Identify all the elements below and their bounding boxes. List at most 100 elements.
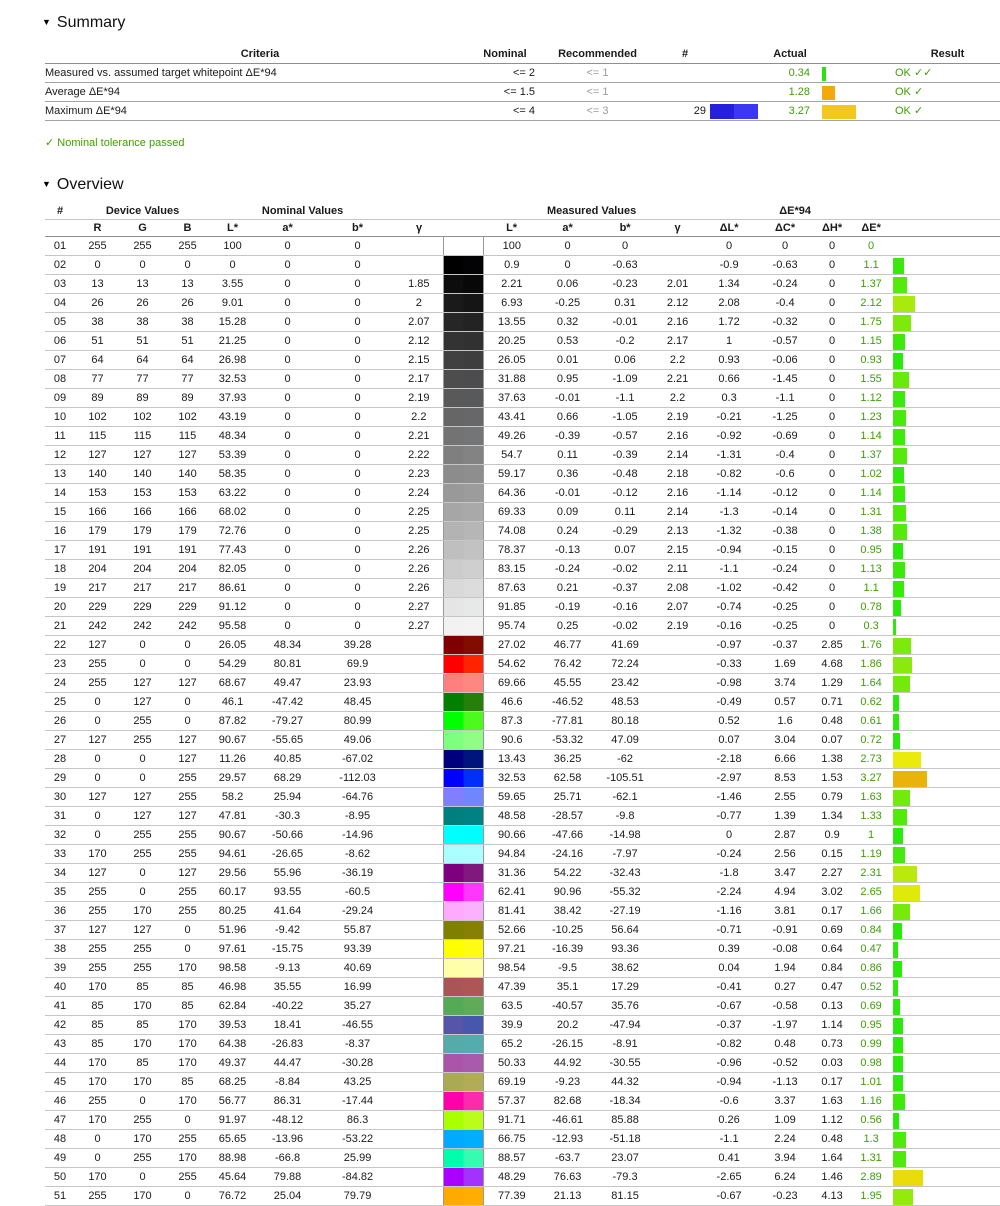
measured-b: -8.91	[595, 1034, 656, 1054]
nominal-L: 0	[210, 255, 256, 275]
delta-H: 0	[812, 540, 853, 560]
summary-section-toggle[interactable]: ▼ Summary	[42, 14, 1000, 32]
nominal-L: 60.17	[210, 882, 256, 902]
patch-color-swatch	[444, 1168, 483, 1186]
measured-gamma	[655, 635, 701, 655]
delta-e-bar	[822, 105, 856, 119]
measured-gamma	[655, 787, 701, 807]
delta-C: 1.94	[758, 958, 813, 978]
patch-row: 49 0 255 170 88.98 -66.8 25.99 88.57 -63…	[45, 1148, 1000, 1168]
nominal-b: 39.28	[320, 635, 396, 655]
overview-group-nominal-values: Nominal Values	[210, 204, 396, 220]
delta-C: 2.87	[758, 825, 813, 845]
nominal-L: 64.38	[210, 1034, 256, 1054]
measured-b: 35.76	[595, 996, 656, 1016]
nominal-b: 0	[320, 236, 396, 256]
delta-e-bar	[893, 580, 905, 597]
device-b: 170	[165, 1034, 211, 1054]
nominal-gamma	[395, 654, 444, 674]
device-b: 127	[165, 673, 211, 693]
measured-a: -10.25	[540, 920, 596, 940]
nominal-gamma	[395, 1110, 444, 1130]
delta-L: -0.49	[700, 692, 759, 712]
patch-row: 06 51 51 51 21.25 0 0 2.12 20.25 0.53 -0…	[45, 331, 1000, 351]
delta-C: 4.94	[758, 882, 813, 902]
measured-gamma	[655, 1034, 701, 1054]
measured-gamma: 2.19	[655, 616, 701, 636]
nominal-gamma: 2.07	[395, 312, 444, 332]
device-g: 85	[120, 977, 165, 997]
delta-E: 0.98	[852, 1053, 891, 1073]
measured-a: 0.21	[540, 578, 596, 598]
measured-gamma	[655, 920, 701, 940]
delta-L: -0.37	[700, 1015, 759, 1035]
summary-row: Maximum ΔE*94 <= 4 <= 3 29 3.27 OK ✓	[45, 101, 1000, 121]
measured-gamma: 2.01	[655, 274, 701, 294]
delta-L: 1.34	[700, 274, 759, 294]
device-b: 179	[165, 521, 211, 541]
device-r: 115	[75, 426, 120, 446]
nominal-a: 0	[255, 350, 321, 370]
patch-number: 12	[45, 445, 75, 465]
patch-color-swatch	[444, 997, 483, 1015]
measured-b: 85.88	[595, 1110, 656, 1130]
device-g: 127	[120, 806, 165, 826]
patch-number: 44	[45, 1053, 75, 1073]
measured-gamma: 2.14	[655, 445, 701, 465]
patch-number: 48	[45, 1129, 75, 1149]
delta-e-bar	[893, 1150, 907, 1167]
measured-L: 63.5	[483, 996, 541, 1016]
nominal-a: 25.94	[255, 787, 321, 807]
delta-e-bar	[893, 827, 904, 844]
device-g: 0	[120, 1091, 165, 1111]
summary-col-actual: Actual	[770, 45, 810, 64]
max-patch-number	[660, 63, 710, 83]
nominal-gamma	[395, 901, 444, 921]
summary-col-bar-spacer	[810, 45, 895, 64]
delta-H: 0.07	[812, 730, 853, 750]
measured-gamma	[655, 730, 701, 750]
delta-L: -0.97	[700, 635, 759, 655]
delta-C: 3.47	[758, 863, 813, 883]
delta-E: 0.93	[852, 350, 891, 370]
delta-E: 1.95	[852, 1186, 891, 1206]
nominal-b: 0	[320, 293, 396, 313]
delta-C: 6.66	[758, 749, 813, 769]
delta-L: -1.46	[700, 787, 759, 807]
measured-b: -18.34	[595, 1091, 656, 1111]
patch-row: 15 166 166 166 68.02 0 0 2.25 69.33 0.09…	[45, 502, 1000, 522]
delta-H: 0	[812, 388, 853, 408]
delta-e-bar	[893, 504, 907, 521]
measured-L: 95.74	[483, 616, 541, 636]
measured-L: 94.84	[483, 844, 541, 864]
measured-b: -9.8	[595, 806, 656, 826]
summary-col-result: Result	[895, 45, 1000, 64]
device-r: 166	[75, 502, 120, 522]
delta-C: 1.69	[758, 654, 813, 674]
nominal-gamma: 2.25	[395, 521, 444, 541]
delta-L: -1.14	[700, 483, 759, 503]
measured-b: 44.32	[595, 1072, 656, 1092]
delta-L: -0.21	[700, 407, 759, 427]
measured-gamma	[655, 1072, 701, 1092]
measured-L: 83.15	[483, 559, 541, 579]
delta-H: 0.69	[812, 920, 853, 940]
patch-color-swatch	[444, 959, 483, 977]
summary-title: Summary	[56, 14, 126, 31]
patch-row: 08 77 77 77 32.53 0 0 2.17 31.88 0.95 -1…	[45, 369, 1000, 389]
delta-C: 0.57	[758, 692, 813, 712]
overview-section-toggle[interactable]: ▼ Overview	[42, 176, 1000, 194]
delta-e-bar	[893, 1131, 907, 1148]
actual-value: 0.34	[770, 63, 810, 83]
device-g: 255	[120, 844, 165, 864]
patch-color-swatch	[444, 883, 483, 901]
nominal-gamma: 2.23	[395, 464, 444, 484]
device-r: 170	[75, 1167, 120, 1187]
measured-a: 0.25	[540, 616, 596, 636]
measured-gamma: 2.11	[655, 559, 701, 579]
device-r: 140	[75, 464, 120, 484]
measured-gamma	[655, 996, 701, 1016]
delta-C: -0.23	[758, 1186, 813, 1206]
device-g: 217	[120, 578, 165, 598]
measured-gamma: 2.12	[655, 293, 701, 313]
